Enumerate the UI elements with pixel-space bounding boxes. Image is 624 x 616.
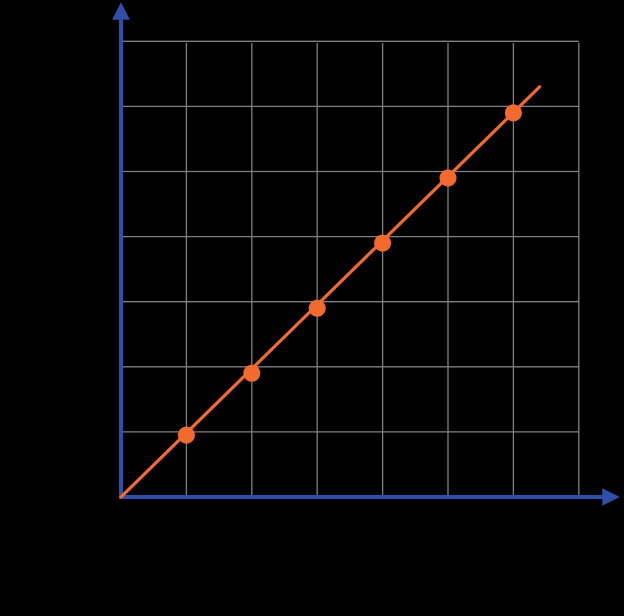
data-point: [504, 104, 522, 122]
axes: [112, 2, 620, 506]
data-point: [243, 364, 261, 382]
grid: [121, 40, 580, 497]
data-point: [308, 299, 326, 317]
data-point: [374, 234, 392, 252]
data-point: [177, 426, 195, 444]
data-points: [177, 104, 522, 444]
data-point: [439, 169, 457, 187]
